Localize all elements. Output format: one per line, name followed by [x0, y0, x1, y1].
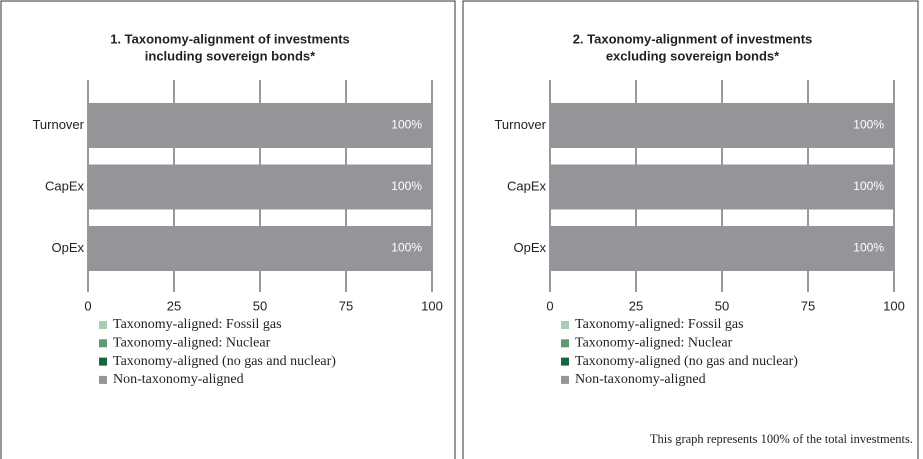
value-label: 100%: [391, 179, 422, 193]
x-tick-label: 75: [801, 298, 815, 313]
x-tick-label: 0: [546, 298, 553, 313]
x-tick-label: 100: [421, 298, 443, 313]
chart-title: excluding sovereign bonds*: [606, 48, 780, 63]
value-label: 100%: [391, 241, 422, 255]
y-tick-label: OpEx: [513, 240, 546, 255]
y-tick-label: Turnover: [494, 117, 546, 132]
value-label: 100%: [391, 118, 422, 132]
legend-swatch: [561, 375, 569, 384]
legend-label: Taxonomy-aligned: Fossil gas: [575, 317, 744, 332]
legend-swatch: [99, 339, 107, 348]
x-tick-label: 25: [629, 298, 643, 313]
legend-swatch: [99, 375, 107, 384]
legend-label: Non-taxonomy-aligned: [575, 372, 706, 387]
legend-label: Taxonomy-aligned: Fossil gas: [113, 317, 282, 332]
legend-label: Taxonomy-aligned: Nuclear: [575, 336, 733, 351]
bar-segment: [550, 164, 894, 210]
x-tick-label: 75: [339, 298, 353, 313]
y-tick-label: Turnover: [32, 117, 84, 132]
x-tick-label: 100: [883, 298, 905, 313]
y-tick-label: CapEx: [45, 178, 85, 193]
value-label: 100%: [853, 241, 884, 255]
x-tick-label: 25: [167, 298, 181, 313]
value-label: 100%: [853, 179, 884, 193]
legend-swatch: [561, 357, 569, 366]
value-label: 100%: [853, 118, 884, 132]
legend-label: Taxonomy-aligned (no gas and nuclear): [113, 354, 336, 369]
bar-segment: [550, 103, 894, 148]
y-tick-label: CapEx: [507, 178, 547, 193]
bar-segment: [88, 103, 432, 148]
chart-title: 1. Taxonomy-alignment of investments: [110, 31, 350, 46]
legend-label: Taxonomy-aligned: Nuclear: [113, 336, 271, 351]
x-tick-label: 50: [715, 298, 729, 313]
legend-label: Non-taxonomy-aligned: [113, 372, 244, 387]
footnote: This graph represents 100% of the total …: [650, 432, 913, 446]
legend-swatch: [99, 357, 107, 366]
y-tick-label: OpEx: [51, 240, 84, 255]
x-tick-label: 50: [253, 298, 267, 313]
bar-segment: [550, 226, 894, 271]
bar-segment: [88, 164, 432, 210]
legend-swatch: [561, 321, 569, 329]
panel-border: [462, 0, 919, 459]
bar-segment: [88, 226, 432, 271]
legend-label: Taxonomy-aligned (no gas and nuclear): [575, 354, 798, 369]
chart-title: 2. Taxonomy-alignment of investments: [573, 31, 813, 46]
x-tick-label: 0: [84, 298, 91, 313]
chart-title: including sovereign bonds*: [145, 48, 316, 63]
panel-border: [0, 0, 456, 459]
legend-swatch: [99, 321, 107, 329]
legend-swatch: [561, 339, 569, 348]
